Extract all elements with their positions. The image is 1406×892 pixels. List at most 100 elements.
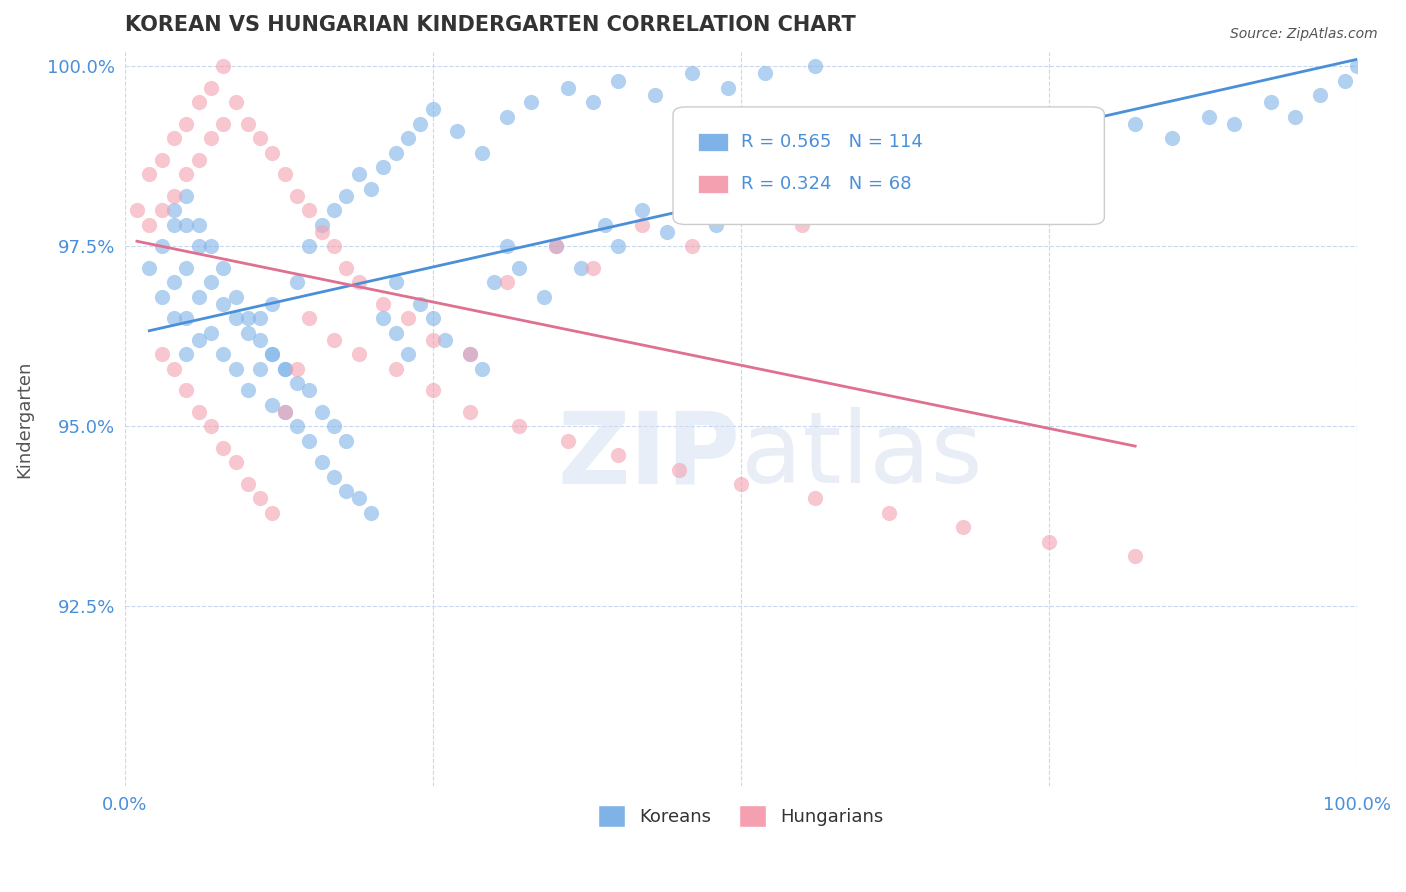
Point [174, 260, 197, 275]
Point [187, 405, 209, 419]
Point [422, 384, 444, 398]
Point [458, 405, 481, 419]
Point [422, 311, 444, 326]
Point [274, 405, 297, 419]
Point [323, 419, 346, 434]
Point [1123, 549, 1146, 563]
Point [569, 260, 592, 275]
Point [274, 361, 297, 376]
Point [631, 218, 654, 232]
Point [335, 434, 357, 448]
Point [150, 203, 173, 218]
Point [1123, 117, 1146, 131]
Point [200, 239, 222, 253]
Point [422, 333, 444, 347]
Point [853, 160, 876, 174]
Point [174, 347, 197, 361]
Point [163, 203, 186, 218]
Point [249, 333, 271, 347]
Point [187, 218, 209, 232]
Point [311, 405, 333, 419]
Point [311, 225, 333, 239]
Point [174, 218, 197, 232]
Point [163, 275, 186, 289]
Point [285, 376, 308, 391]
Point [754, 66, 776, 80]
Point [225, 95, 247, 110]
Point [976, 167, 998, 181]
Point [384, 361, 406, 376]
Point [1198, 110, 1220, 124]
Point [138, 260, 160, 275]
Point [508, 419, 530, 434]
Point [163, 189, 186, 203]
Point [212, 347, 235, 361]
Point [200, 131, 222, 145]
Point [236, 477, 259, 491]
Point [754, 203, 776, 218]
Point [396, 131, 419, 145]
Point [606, 239, 628, 253]
Point [1346, 59, 1368, 73]
Point [163, 218, 186, 232]
Point [508, 260, 530, 275]
Point [544, 239, 567, 253]
Point [323, 333, 346, 347]
Point [1309, 88, 1331, 103]
Text: R = 0.565   N = 114: R = 0.565 N = 114 [741, 133, 922, 152]
Point [335, 484, 357, 499]
Point [730, 203, 752, 218]
Point [730, 174, 752, 188]
Point [730, 477, 752, 491]
Point [225, 290, 247, 304]
Point [236, 326, 259, 340]
Point [347, 347, 370, 361]
Point [360, 506, 382, 520]
Point [285, 275, 308, 289]
Point [1074, 145, 1097, 160]
Point [396, 347, 419, 361]
Point [681, 66, 703, 80]
Point [187, 290, 209, 304]
Point [225, 311, 247, 326]
Point [212, 441, 235, 455]
Point [262, 145, 284, 160]
Point [187, 333, 209, 347]
Legend: Koreans, Hungarians: Koreans, Hungarians [589, 797, 893, 836]
Point [544, 239, 567, 253]
Point [262, 347, 284, 361]
Point [471, 361, 494, 376]
Point [1038, 131, 1060, 145]
Point [939, 145, 962, 160]
Point [236, 384, 259, 398]
Point [668, 462, 690, 476]
Point [163, 311, 186, 326]
Point [1038, 534, 1060, 549]
Point [792, 167, 814, 181]
Point [347, 167, 370, 181]
Point [890, 174, 912, 188]
Point [323, 470, 346, 484]
Point [1161, 131, 1184, 145]
Point [606, 73, 628, 87]
Point [150, 290, 173, 304]
Point [311, 455, 333, 469]
Point [285, 189, 308, 203]
Point [174, 167, 197, 181]
Point [1260, 95, 1282, 110]
Point [285, 419, 308, 434]
Bar [697, 175, 728, 194]
Point [150, 239, 173, 253]
Y-axis label: Kindergarten: Kindergarten [15, 360, 32, 478]
Point [249, 311, 271, 326]
Point [187, 153, 209, 167]
Point [262, 398, 284, 412]
Point [249, 491, 271, 506]
Point [285, 361, 308, 376]
Point [236, 117, 259, 131]
Point [262, 297, 284, 311]
Point [384, 145, 406, 160]
Point [520, 95, 543, 110]
Point [384, 326, 406, 340]
Point [409, 117, 432, 131]
